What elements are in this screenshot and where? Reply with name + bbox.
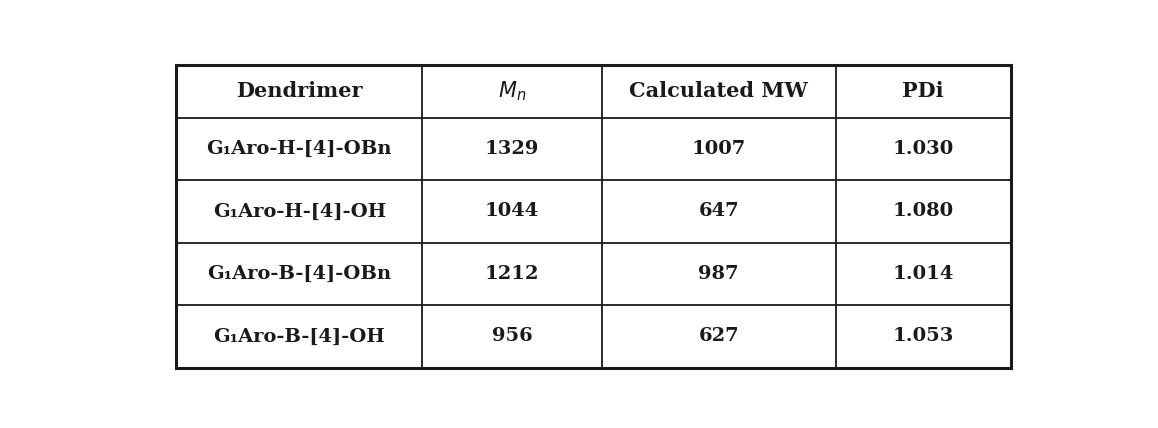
- Text: PDi: PDi: [902, 81, 944, 101]
- Text: Calculated MW: Calculated MW: [629, 81, 808, 101]
- Text: G₁Aro-H-[4]-OBn: G₁Aro-H-[4]-OBn: [206, 140, 393, 158]
- Text: 1.080: 1.080: [893, 202, 954, 220]
- Text: 1.053: 1.053: [893, 327, 954, 345]
- Text: 987: 987: [698, 265, 739, 283]
- Text: 1.030: 1.030: [893, 140, 954, 158]
- Text: 1329: 1329: [485, 140, 540, 158]
- Text: G₁Aro-H-[4]-OH: G₁Aro-H-[4]-OH: [213, 202, 386, 220]
- Text: 1007: 1007: [691, 140, 746, 158]
- Text: $M_n$: $M_n$: [498, 79, 526, 103]
- Text: 1212: 1212: [485, 265, 540, 283]
- Text: 627: 627: [698, 327, 739, 345]
- Text: G₁Aro-B-[4]-OH: G₁Aro-B-[4]-OH: [213, 327, 386, 345]
- Text: 956: 956: [492, 327, 533, 345]
- Text: 647: 647: [698, 202, 739, 220]
- Text: 1044: 1044: [485, 202, 540, 220]
- Text: 1.014: 1.014: [893, 265, 954, 283]
- Text: G₁Aro-B-[4]-OBn: G₁Aro-B-[4]-OBn: [207, 265, 391, 283]
- Text: Dendrimer: Dendrimer: [236, 81, 362, 101]
